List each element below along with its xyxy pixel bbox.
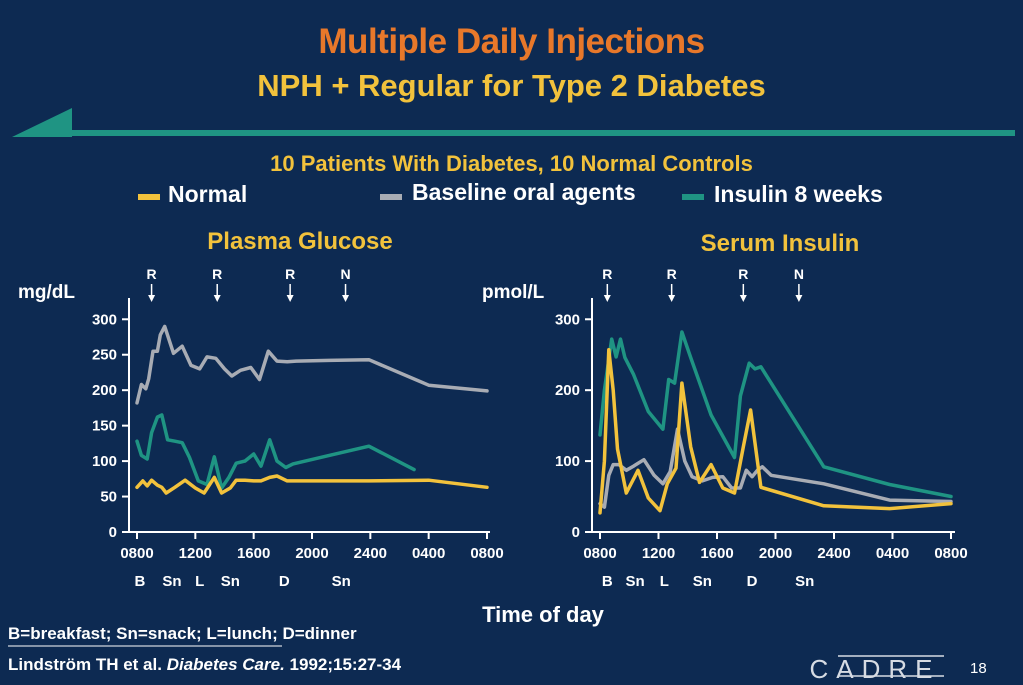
injection-arrow-head [603, 295, 611, 302]
ylabel-insulin: pmol/L [482, 282, 545, 303]
cadre-logo-text: CADRE [809, 654, 941, 684]
header-wedge [12, 108, 72, 137]
x-tick-label: 0800 [583, 545, 616, 562]
y-tick-label: 50 [100, 489, 117, 506]
chart-title-insulin: Serum Insulin [700, 230, 860, 257]
y-tick-label: 200 [555, 382, 580, 399]
x-tick-label: 2000 [759, 545, 792, 562]
y-tick-label: 100 [92, 453, 117, 470]
page-title: Multiple Daily Injections [318, 22, 705, 61]
y-tick-label: 150 [92, 418, 117, 435]
x-tick-label: 0800 [470, 545, 503, 562]
cadre-logo-frame [838, 655, 944, 677]
header-rule [72, 130, 1015, 136]
y-tick-label: 200 [92, 382, 117, 399]
header-decoration [12, 108, 1015, 137]
x-tick-label: 0400 [412, 545, 445, 562]
x-tick-label: 1200 [642, 545, 675, 562]
meal-label: D [747, 573, 758, 590]
meal-label: L [195, 573, 204, 590]
legend: Normal Baseline oral agents Insulin 8 we… [0, 178, 1023, 212]
x-tick-label: 2400 [354, 545, 387, 562]
injection-label: R [147, 266, 157, 282]
injection-label: R [602, 266, 612, 282]
chart-title-glucose: Plasma Glucose [207, 228, 393, 255]
injection-label: N [794, 266, 804, 282]
abbreviations-note: B=breakfast; Sn=snack; L=lunch; D=dinner [8, 624, 357, 643]
series-line-insulin-8-weeks [598, 330, 953, 499]
citation-details: 1992;15:27-34 [284, 655, 402, 674]
injection-arrow-head [795, 295, 803, 302]
y-tick-label: 250 [92, 347, 117, 364]
y-tick-label: 300 [92, 311, 117, 328]
injection-label: R [667, 266, 677, 282]
y-tick-label: 100 [555, 453, 580, 470]
meal-label: L [660, 573, 669, 590]
meal-label: Sn [162, 573, 181, 590]
legend-swatch-insulin [682, 194, 704, 200]
injection-arrow-head [286, 295, 294, 302]
x-tick-label: 1200 [179, 545, 212, 562]
meal-label: Sn [795, 573, 814, 590]
citation-authors: Lindström TH et al. [8, 655, 167, 674]
legend-label-normal: Normal [168, 181, 248, 207]
page-number: 18 [970, 660, 987, 677]
injection-label: R [212, 266, 222, 282]
injection-label: R [285, 266, 295, 282]
injection-arrow-head [148, 295, 156, 302]
x-tick-label: 1600 [700, 545, 733, 562]
citation-journal: Diabetes Care. [166, 655, 285, 674]
series-line-baseline-oral-agents [135, 324, 489, 405]
legend-swatch-baseline [380, 194, 402, 200]
meal-label: Sn [332, 573, 351, 590]
study-note: 10 Patients With Diabetes, 10 Normal Con… [270, 151, 753, 176]
injection-arrow-head [668, 295, 676, 302]
injection-label: R [738, 266, 748, 282]
x-tick-label: 0400 [876, 545, 909, 562]
meal-label: D [279, 573, 290, 590]
injection-arrow-head [739, 295, 747, 302]
x-tick-label: 2000 [295, 545, 328, 562]
series-line-baseline-oral-agents [598, 427, 953, 509]
x-tick-label: 2400 [817, 545, 850, 562]
ylabel-glucose: mg/dL [18, 282, 75, 303]
meal-label: Sn [693, 573, 712, 590]
series-line-normal [598, 348, 953, 515]
cadre-logo: CADRE [800, 654, 950, 685]
legend-swatch-normal [138, 194, 160, 200]
series-line-insulin-8-weeks [135, 413, 416, 490]
injection-arrow-head [213, 295, 221, 302]
meal-label: Sn [221, 573, 240, 590]
y-tick-label: 300 [555, 311, 580, 328]
legend-label-baseline: Baseline oral agents [412, 179, 636, 205]
injection-label: N [340, 266, 350, 282]
meal-label: B [602, 573, 613, 590]
y-tick-label: 0 [572, 524, 580, 541]
y-tick-label: 0 [109, 524, 117, 541]
meal-label: B [134, 573, 145, 590]
meal-label: Sn [626, 573, 645, 590]
series-line-normal [135, 474, 489, 495]
legend-label-insulin: Insulin 8 weeks [714, 181, 883, 207]
xlabel-time-of-day: Time of day [482, 602, 604, 627]
page-subtitle: NPH + Regular for Type 2 Diabetes [257, 68, 766, 103]
plasma-glucose-chart: 0 50 100 150 200 250 300 0800 1200 1600 2000 2400 04… [92, 266, 504, 590]
citation: Lindström TH et al. Diabetes Care. 1992;… [8, 655, 401, 675]
injection-arrow-head [342, 295, 350, 302]
x-tick-label: 1600 [237, 545, 270, 562]
x-tick-label: 0800 [120, 545, 153, 562]
x-tick-label: 0800 [934, 545, 967, 562]
